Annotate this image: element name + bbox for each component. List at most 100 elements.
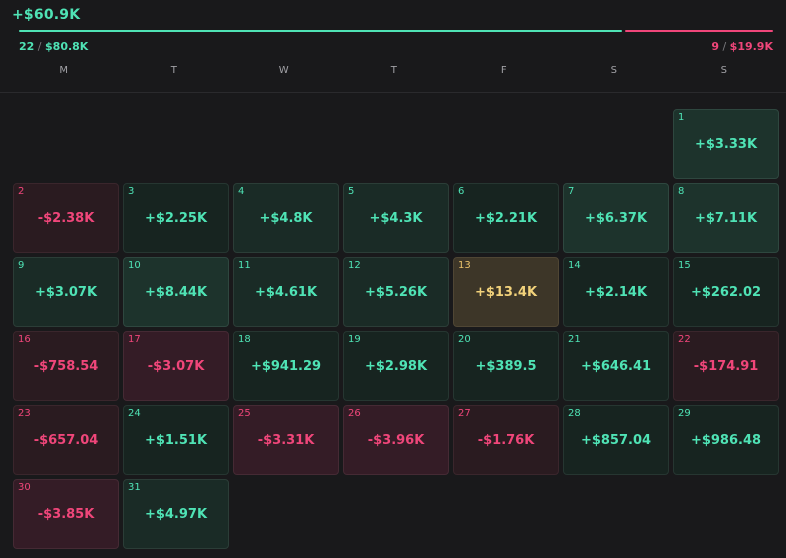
weekday-label-sat: S [610, 65, 618, 76]
win-ratio-bar [19, 30, 622, 32]
calendar-day-cell[interactable]: 7 +$6.37K [563, 183, 669, 253]
calendar-day-cell[interactable]: 8 +$7.11K [673, 183, 779, 253]
header-divider [0, 92, 786, 93]
day-number: 15 [678, 260, 691, 271]
day-pnl-amount: +$1.51K [144, 433, 208, 448]
day-number: 20 [458, 334, 471, 345]
calendar-day-cell[interactable]: 11 +$4.61K [233, 257, 339, 327]
day-number: 9 [18, 260, 25, 271]
calendar-day-cell[interactable]: 21 +$646.41 [563, 331, 669, 401]
day-pnl-amount: +$4.3K [369, 211, 423, 226]
calendar-day-cell[interactable]: 22 -$174.91 [673, 331, 779, 401]
weekday-label-mon: M [59, 65, 69, 76]
day-number: 16 [18, 334, 31, 345]
calendar-day-cell[interactable]: 3 +$2.25K [123, 183, 229, 253]
weekday-label-wed: W [278, 65, 290, 76]
calendar-day-cell[interactable]: 23 -$657.04 [13, 405, 119, 475]
losing-days-separator: / [718, 40, 730, 53]
day-pnl-amount: -$2.38K [37, 211, 95, 226]
day-pnl-amount: -$174.91 [693, 359, 759, 374]
day-pnl-amount: +$8.44K [144, 285, 208, 300]
weekday-header-row: M T W T F S S [11, 65, 781, 81]
day-pnl-amount: +$389.5 [475, 359, 537, 374]
day-number: 26 [348, 408, 361, 419]
day-pnl-amount: +$2.14K [584, 285, 648, 300]
day-number: 3 [128, 186, 135, 197]
day-number: 22 [678, 334, 691, 345]
winning-days-amount: $80.8K [45, 40, 89, 53]
calendar-day-cell[interactable]: 24 +$1.51K [123, 405, 229, 475]
calendar-day-cell[interactable]: 12 +$5.26K [343, 257, 449, 327]
calendar-day-cell[interactable]: 6 +$2.21K [453, 183, 559, 253]
day-pnl-amount: +$2.21K [474, 211, 538, 226]
calendar-day-cell[interactable]: 4 +$4.8K [233, 183, 339, 253]
loss-ratio-bar [625, 30, 773, 32]
day-pnl-amount: +$4.8K [259, 211, 313, 226]
day-pnl-amount: +$4.97K [144, 507, 208, 522]
calendar-day-cell[interactable]: 29 +$986.48 [673, 405, 779, 475]
day-number: 5 [348, 186, 355, 197]
day-number: 12 [348, 260, 361, 271]
calendar-day-cell[interactable]: 9 +$3.07K [13, 257, 119, 327]
day-number: 4 [238, 186, 245, 197]
calendar-day-cell[interactable]: 28 +$857.04 [563, 405, 669, 475]
day-number: 27 [458, 408, 471, 419]
day-pnl-amount: +$2.98K [364, 359, 428, 374]
weekday-label-thu: T [390, 65, 398, 76]
calendar-day-cell[interactable]: 2 -$2.38K [13, 183, 119, 253]
calendar-day-cell[interactable]: 18 +$941.29 [233, 331, 339, 401]
day-pnl-amount: -$3.31K [257, 433, 315, 448]
day-pnl-amount: +$986.48 [690, 433, 762, 448]
day-number: 30 [18, 482, 31, 493]
calendar-day-cell[interactable]: 14 +$2.14K [563, 257, 669, 327]
calendar-day-cell[interactable]: 25 -$3.31K [233, 405, 339, 475]
losing-days-amount: $19.9K [729, 40, 773, 53]
calendar-day-cell[interactable]: 19 +$2.98K [343, 331, 449, 401]
day-pnl-amount: -$657.04 [33, 433, 99, 448]
calendar-day-cell[interactable]: 5 +$4.3K [343, 183, 449, 253]
day-pnl-amount: +$857.04 [580, 433, 652, 448]
day-number: 7 [568, 186, 575, 197]
day-pnl-amount: +$4.61K [254, 285, 318, 300]
calendar-day-cell[interactable]: 30 -$3.85K [13, 479, 119, 549]
winning-days-stat: 22 / $80.8K [19, 40, 88, 53]
day-number: 24 [128, 408, 141, 419]
day-pnl-amount: +$262.02 [690, 285, 762, 300]
day-number: 11 [238, 260, 251, 271]
calendar-day-cell[interactable]: 20 +$389.5 [453, 331, 559, 401]
day-pnl-amount: +$2.25K [144, 211, 208, 226]
day-number: 8 [678, 186, 685, 197]
day-number: 13 [458, 260, 471, 271]
day-number: 29 [678, 408, 691, 419]
calendar-day-cell[interactable]: 26 -$3.96K [343, 405, 449, 475]
calendar-day-cell[interactable]: 1 +$3.33K [673, 109, 779, 179]
day-number: 17 [128, 334, 141, 345]
day-number: 19 [348, 334, 361, 345]
day-number: 1 [678, 112, 685, 123]
calendar-day-cell[interactable]: 17 -$3.07K [123, 331, 229, 401]
calendar-day-cell[interactable]: 16 -$758.54 [13, 331, 119, 401]
day-pnl-amount: -$3.96K [367, 433, 425, 448]
calendar-day-cell[interactable]: 13 +$13.4K [453, 257, 559, 327]
winning-days-separator: / [34, 40, 46, 53]
day-pnl-amount: +$6.37K [584, 211, 648, 226]
weekday-label-fri: F [500, 65, 508, 76]
calendar-day-cell[interactable]: 27 -$1.76K [453, 405, 559, 475]
day-pnl-amount: -$3.85K [37, 507, 95, 522]
day-number: 21 [568, 334, 581, 345]
day-number: 23 [18, 408, 31, 419]
winning-days-count: 22 [19, 40, 35, 53]
calendar-day-cell[interactable]: 31 +$4.97K [123, 479, 229, 549]
net-pnl-total: +$60.9K [12, 7, 81, 23]
calendar-day-cell[interactable]: 10 +$8.44K [123, 257, 229, 327]
day-number: 28 [568, 408, 581, 419]
day-pnl-amount: -$3.07K [147, 359, 205, 374]
day-number: 14 [568, 260, 581, 271]
day-pnl-amount: +$3.07K [34, 285, 98, 300]
day-number: 18 [238, 334, 251, 345]
day-number: 10 [128, 260, 141, 271]
day-number: 31 [128, 482, 141, 493]
calendar-day-cell[interactable]: 15 +$262.02 [673, 257, 779, 327]
day-pnl-amount: +$646.41 [580, 359, 652, 374]
